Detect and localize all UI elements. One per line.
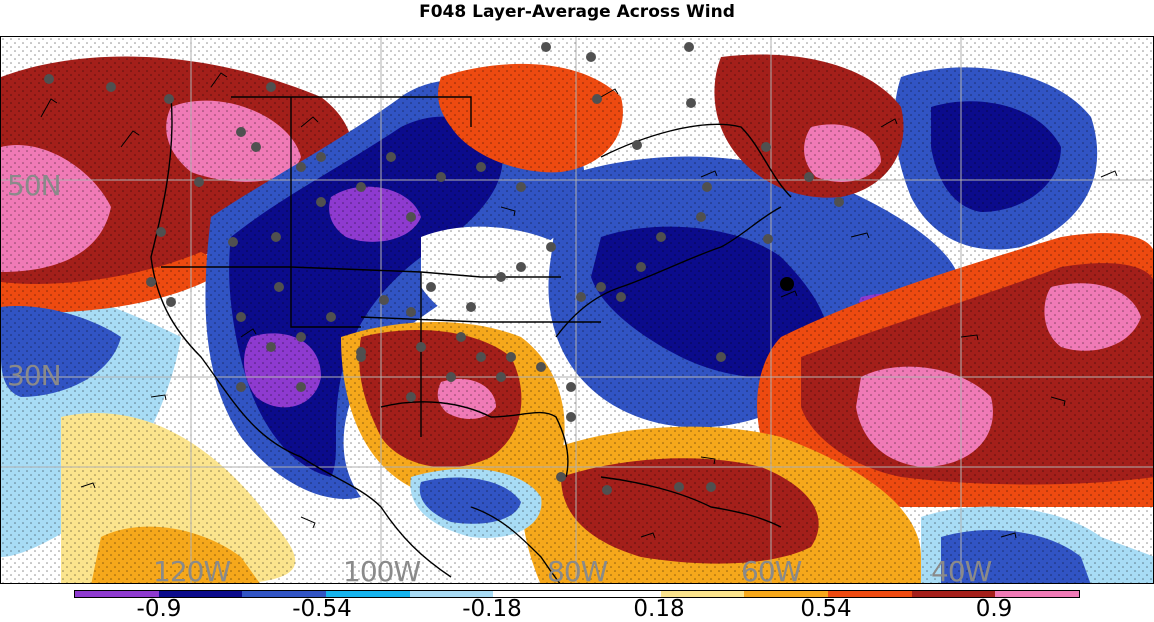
lat-label-30n: 30N xyxy=(7,359,62,392)
lon-label-60w: 60W xyxy=(741,555,802,584)
colorbar-tick-label: -0.54 xyxy=(292,596,352,622)
colorbar-swatch xyxy=(744,591,829,597)
colorbar-swatch xyxy=(326,591,410,597)
colorbar-swatch xyxy=(577,591,661,597)
map-title: F048 Layer-Average Across Wind xyxy=(419,2,735,22)
map-panel: 50N 30N 120W 100W 80W 60W 40W xyxy=(0,36,1154,584)
station-dots xyxy=(44,42,844,495)
colorbar-swatch xyxy=(660,591,745,597)
colorbar-swatch xyxy=(158,591,243,597)
graticule xyxy=(1,37,1153,583)
lat-label-50n: 50N xyxy=(7,169,62,202)
colorbar-tick-label: 0.54 xyxy=(800,596,852,622)
colorbar-tick-label: 0.9 xyxy=(975,596,1013,622)
colorbar-swatch xyxy=(828,591,912,597)
colorbar xyxy=(74,590,1080,598)
lon-label-100w: 100W xyxy=(343,555,421,584)
lon-label-120w: 120W xyxy=(153,555,231,584)
highlight-station xyxy=(780,277,794,291)
lon-label-40w: 40W xyxy=(931,555,992,584)
colorbar-tick-label: -0.9 xyxy=(136,596,182,622)
colorbar-tick-label: -0.18 xyxy=(462,596,522,622)
lon-label-80w: 80W xyxy=(547,555,608,584)
colorbar-swatch xyxy=(995,591,1080,597)
wind-barbs xyxy=(40,72,1118,539)
colorbar-swatch xyxy=(75,591,159,597)
colorbar-swatch xyxy=(493,591,578,597)
colorbar-swatch xyxy=(242,591,327,597)
colorbar-swatch xyxy=(911,591,996,597)
colorbar-tick-label: 0.18 xyxy=(633,596,685,622)
colorbar-swatch xyxy=(409,591,494,597)
wind-field-map xyxy=(1,37,1153,583)
